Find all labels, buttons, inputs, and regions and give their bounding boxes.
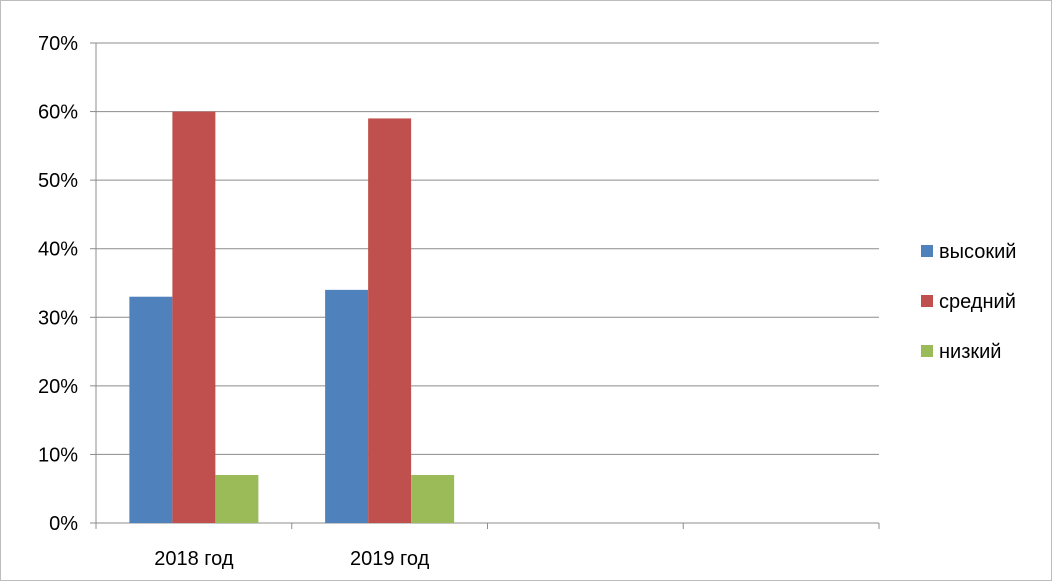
legend-label: средний xyxy=(939,291,1016,313)
legend-swatch xyxy=(921,245,933,257)
y-tick-label: 20% xyxy=(38,376,78,398)
y-tick-label: 10% xyxy=(38,444,78,466)
bar-2018 год-средний xyxy=(172,111,216,524)
y-tick-label: 0% xyxy=(49,513,78,535)
legend: высокий средний низкий xyxy=(921,241,1016,363)
bar-2018 год-низкий xyxy=(215,475,259,523)
x-category-label: 2019 год xyxy=(350,548,430,570)
y-tick-label: 50% xyxy=(38,170,78,192)
bar-2018 год-высокий xyxy=(129,296,173,523)
bars xyxy=(129,111,455,524)
bar-2019 год-низкий xyxy=(411,475,455,523)
bar-2019 год-высокий xyxy=(325,289,369,523)
y-tick-label: 40% xyxy=(38,239,78,261)
y-tick-label: 60% xyxy=(38,102,78,124)
y-tick-label: 70% xyxy=(38,33,78,55)
legend-label: высокий xyxy=(939,241,1016,263)
bar-2019 год-средний xyxy=(368,118,412,523)
legend-swatch xyxy=(921,295,933,307)
legend-label: низкий xyxy=(939,341,1001,363)
legend-swatch xyxy=(921,345,933,357)
y-tick-labels: 0% 10% 20% 30% 40% 50% 60% 70% xyxy=(38,33,78,535)
y-tick-label: 30% xyxy=(38,307,78,329)
x-category-labels: 2018 год 2019 год xyxy=(154,548,429,570)
gridlines xyxy=(96,42,879,455)
x-category-label: 2018 год xyxy=(154,548,234,570)
